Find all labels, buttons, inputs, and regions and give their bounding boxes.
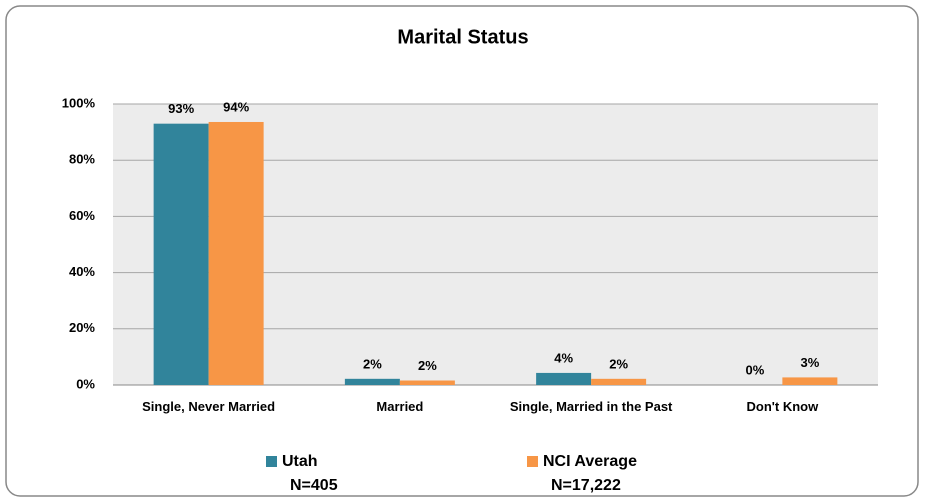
legend-swatch bbox=[266, 456, 277, 467]
data-label: 3% bbox=[800, 355, 819, 370]
legend-note: N=17,222 bbox=[551, 477, 621, 494]
data-label: 94% bbox=[223, 99, 249, 114]
chart-title: Marital Status bbox=[397, 26, 528, 48]
data-label: 2% bbox=[418, 358, 437, 373]
data-label: 2% bbox=[609, 356, 628, 371]
bar bbox=[153, 123, 209, 386]
data-label: 2% bbox=[363, 356, 382, 371]
y-tick-label: 0% bbox=[76, 376, 95, 391]
x-tick-label: Don't Know bbox=[746, 399, 819, 414]
data-label: 93% bbox=[168, 101, 194, 116]
data-label: 0% bbox=[745, 362, 764, 377]
bar bbox=[536, 372, 592, 385]
bar bbox=[344, 378, 400, 385]
legend-swatch bbox=[527, 456, 538, 467]
data-label: 4% bbox=[554, 350, 573, 365]
bar bbox=[399, 380, 455, 385]
y-tick-label: 100% bbox=[62, 95, 96, 110]
y-tick-label: 20% bbox=[69, 320, 95, 335]
y-tick-label: 60% bbox=[69, 208, 95, 223]
bar bbox=[591, 378, 647, 385]
legend-label: NCI Average bbox=[543, 453, 637, 470]
x-tick-label: Single, Married in the Past bbox=[509, 399, 673, 414]
y-tick-label: 80% bbox=[69, 152, 95, 167]
bar bbox=[208, 121, 264, 385]
legend-label: Utah bbox=[282, 453, 318, 470]
y-tick-label: 40% bbox=[69, 264, 95, 279]
bar bbox=[782, 377, 838, 385]
x-tick-label: Married bbox=[376, 399, 424, 414]
legend-note: N=405 bbox=[290, 477, 338, 494]
x-tick-label: Single, Never Married bbox=[142, 399, 276, 414]
